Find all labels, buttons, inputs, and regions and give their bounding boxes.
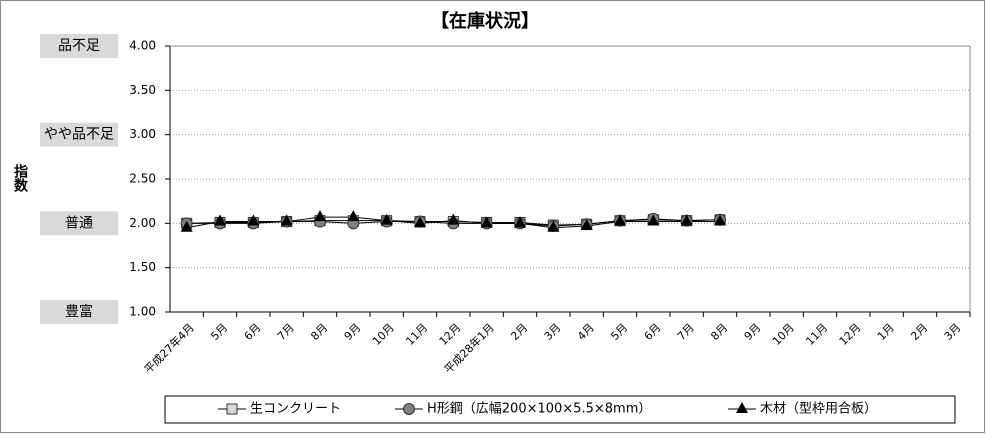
- side-label-box: [40, 122, 118, 147]
- y-tick-label: 3.00: [129, 127, 156, 141]
- side-label: やや品不足: [44, 127, 114, 143]
- marker-triangle: [280, 214, 293, 226]
- side-label: 普通: [65, 215, 93, 231]
- y-tick-label: 2.50: [129, 172, 156, 186]
- y-tick-label: 4.00: [129, 39, 156, 53]
- marker-triangle: [736, 402, 748, 413]
- side-label-box: [40, 211, 118, 236]
- y-tick-label: 1.50: [129, 260, 156, 274]
- y-tick-label: 1.00: [129, 305, 156, 319]
- marker-triangle: [314, 210, 326, 222]
- side-label-box: [40, 34, 118, 58]
- marker-square: [226, 403, 238, 415]
- y-tick-label: 2.00: [129, 216, 156, 230]
- marker-triangle: [547, 220, 560, 232]
- marker-triangle: [347, 210, 360, 222]
- legend-label: 木材（型枠用合板）: [760, 402, 877, 417]
- marker-triangle: [247, 214, 260, 226]
- marker-triangle: [180, 220, 193, 232]
- marker-triangle: [514, 216, 526, 228]
- chart-title: 【在庫状況】: [431, 10, 539, 32]
- side-label: 品不足: [58, 38, 100, 54]
- side-label: 豊富: [65, 303, 93, 320]
- y-axis-title: 指数: [12, 163, 28, 193]
- marker-triangle: [480, 216, 493, 228]
- legend-label: 生コンクリート: [250, 402, 341, 417]
- marker-triangle: [380, 213, 393, 225]
- marker-triangle: [414, 216, 426, 228]
- marker-triangle: [680, 214, 693, 226]
- marker-triangle: [714, 214, 726, 226]
- legend-box: [164, 395, 956, 424]
- y-tick-label: 3.50: [129, 83, 156, 97]
- marker-triangle: [580, 218, 593, 230]
- marker-triangle: [614, 214, 626, 226]
- marker-circle: [403, 403, 415, 415]
- legend-label: H形鋼（広幅200×100×5.5×8mm）: [427, 402, 651, 417]
- marker-triangle: [214, 214, 226, 226]
- marker-triangle: [447, 213, 460, 225]
- marker-triangle: [647, 214, 660, 226]
- side-label-box: [40, 300, 118, 324]
